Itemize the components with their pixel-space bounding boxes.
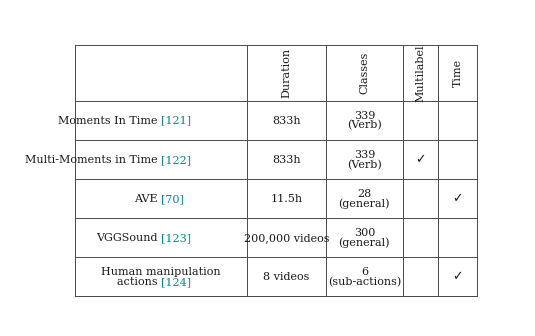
Text: ✓: ✓ xyxy=(453,192,463,205)
Text: (Verb): (Verb) xyxy=(347,120,382,131)
Text: 28: 28 xyxy=(357,189,371,199)
Text: (sub-actions): (sub-actions) xyxy=(328,277,401,287)
Text: (general): (general) xyxy=(339,238,390,248)
Text: [122]: [122] xyxy=(161,155,192,165)
Text: Classes: Classes xyxy=(360,52,369,94)
Text: [121]: [121] xyxy=(161,116,192,126)
Text: (general): (general) xyxy=(339,199,390,209)
Text: 200,000 videos: 200,000 videos xyxy=(244,233,330,243)
Text: (Verb): (Verb) xyxy=(347,160,382,170)
Text: 833h: 833h xyxy=(272,116,301,126)
Text: 300: 300 xyxy=(354,228,375,238)
Text: Human manipulation: Human manipulation xyxy=(102,267,221,277)
Text: VGGSound: VGGSound xyxy=(96,233,161,243)
Text: ✓: ✓ xyxy=(415,153,426,166)
Text: Moments In Time: Moments In Time xyxy=(58,116,161,126)
Text: Multilabel: Multilabel xyxy=(415,45,425,102)
Text: 8 videos: 8 videos xyxy=(263,272,310,282)
Text: 833h: 833h xyxy=(272,155,301,165)
Text: 11.5h: 11.5h xyxy=(271,194,303,204)
Text: 339: 339 xyxy=(354,150,375,160)
Text: ✓: ✓ xyxy=(453,270,463,284)
Text: Time: Time xyxy=(453,59,463,87)
Text: Duration: Duration xyxy=(281,48,292,98)
Text: [124]: [124] xyxy=(161,277,192,287)
Text: AVE: AVE xyxy=(134,194,161,204)
Text: actions: actions xyxy=(117,277,161,287)
Text: [123]: [123] xyxy=(161,233,192,243)
Text: Multi-Moments in Time: Multi-Moments in Time xyxy=(25,155,161,165)
Text: [70]: [70] xyxy=(161,194,184,204)
Text: 6: 6 xyxy=(361,267,368,277)
Text: 339: 339 xyxy=(354,111,375,121)
